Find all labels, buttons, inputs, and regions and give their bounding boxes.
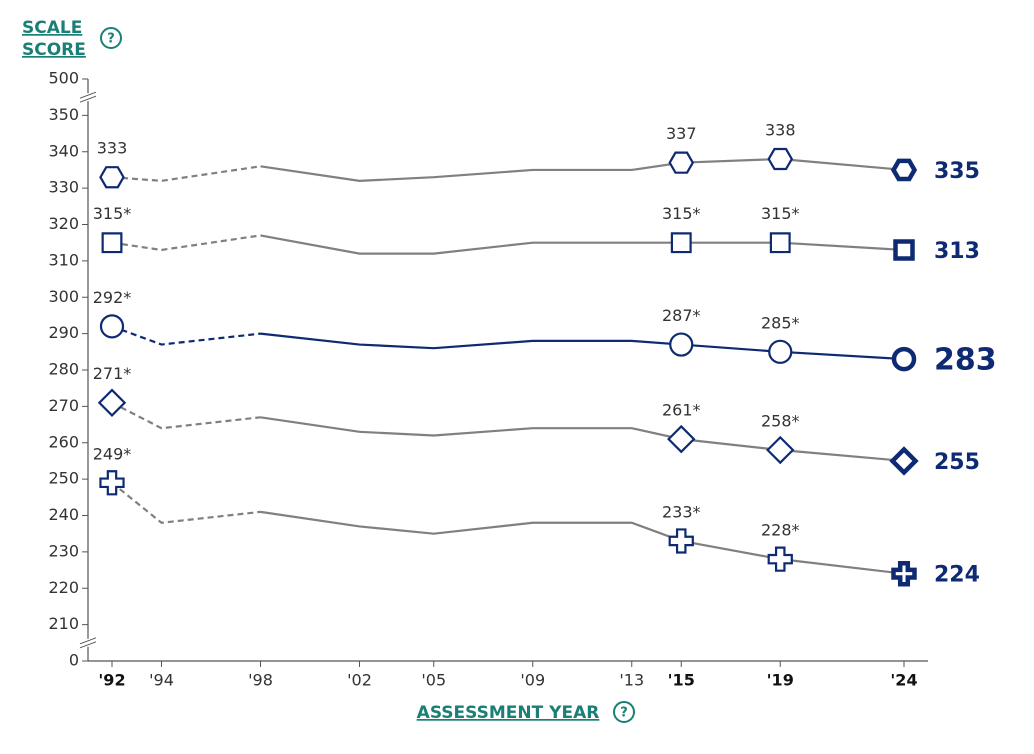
x-tick-label: '92	[98, 671, 125, 690]
marker	[670, 232, 692, 254]
axis-break	[79, 95, 97, 103]
value-label: 228*	[761, 521, 800, 540]
line	[260, 157, 905, 182]
value-label: 285*	[761, 313, 800, 332]
value-label: 287*	[662, 306, 701, 325]
marker	[891, 346, 917, 372]
series: 333 337 338 335	[97, 121, 980, 189]
marker	[97, 388, 127, 417]
series: 249* 233* 228* 224	[93, 444, 980, 587]
y-tick-label: 280	[48, 360, 79, 379]
x-tick-label: '15	[668, 671, 695, 690]
marker	[101, 232, 123, 254]
marker	[668, 528, 694, 554]
x-tick-label: '24	[890, 671, 917, 690]
marker	[767, 147, 794, 171]
value-label: 313	[934, 239, 980, 264]
value-label: 292*	[93, 288, 132, 307]
value-label: 261*	[662, 401, 701, 420]
x-tick-label: '05	[421, 671, 446, 690]
y-tick-label: 270	[48, 396, 79, 415]
marker	[890, 158, 918, 182]
axis-break	[82, 638, 94, 647]
value-label: 335	[934, 159, 980, 184]
axis-break	[79, 91, 97, 99]
marker	[99, 470, 125, 496]
marker	[891, 560, 917, 587]
y-tick-label: 330	[48, 178, 79, 197]
x-tick-label: '94	[149, 671, 174, 690]
y-tick-label: 320	[48, 214, 79, 233]
value-label: 315*	[93, 204, 132, 223]
y-tick-label: 340	[48, 141, 79, 160]
value-label: 255	[934, 450, 980, 475]
series: 271* 261* 258* 255	[93, 364, 980, 476]
line	[111, 325, 261, 346]
y-tick-label: 500	[48, 69, 79, 88]
marker	[769, 232, 791, 254]
line	[260, 234, 905, 255]
value-label: 283	[934, 343, 997, 378]
value-label: 333	[97, 139, 128, 158]
x-tick-label: '13	[619, 671, 644, 690]
line	[111, 401, 261, 430]
axis-break	[79, 641, 97, 649]
help-icon[interactable]: ?	[100, 27, 122, 49]
x-tick-label: '02	[347, 671, 372, 690]
x-axis-title: ASSESSMENT YEAR	[417, 703, 600, 723]
value-label: 338	[765, 121, 796, 140]
x-tick-label: '09	[520, 671, 545, 690]
marker	[893, 239, 915, 261]
marker	[99, 166, 125, 189]
x-tick-label: '19	[767, 671, 794, 690]
value-label: 315*	[761, 204, 800, 223]
x-tick-label: '98	[248, 671, 273, 690]
series: 292* 287* 285* 283	[93, 288, 997, 378]
y-tick-label: 350	[48, 105, 79, 124]
marker	[99, 314, 125, 339]
axis-break	[82, 93, 94, 102]
line	[111, 165, 261, 182]
line	[260, 416, 905, 463]
marker	[667, 424, 696, 454]
svg-text:?: ?	[107, 32, 115, 47]
value-label: 315*	[662, 204, 701, 223]
line	[260, 332, 905, 361]
marker	[767, 546, 793, 572]
svg-text:?: ?	[620, 706, 628, 721]
marker	[669, 332, 694, 357]
y-axis-title: SCALE	[22, 18, 82, 38]
value-label: 337	[666, 124, 697, 143]
value-label: 258*	[761, 412, 800, 431]
series: 315* 315* 315* 313	[93, 204, 980, 264]
y-axis-title: SCORE	[22, 40, 86, 60]
y-tick-label: 290	[48, 323, 79, 342]
marker	[668, 151, 695, 174]
value-label: 224	[934, 563, 980, 588]
y-tick-label: 300	[48, 287, 79, 306]
marker	[768, 339, 793, 364]
line	[111, 481, 261, 524]
value-label: 249*	[93, 444, 132, 463]
value-label: 271*	[93, 364, 132, 383]
y-tick-label: 310	[48, 250, 79, 269]
line	[111, 234, 261, 252]
axis-break	[79, 637, 97, 645]
line	[260, 510, 905, 575]
y-tick-label: 250	[48, 469, 79, 488]
y-tick-label: 220	[48, 578, 79, 597]
marker	[889, 446, 919, 476]
y-tick-label: 210	[48, 614, 79, 633]
y-tick-label: 260	[48, 432, 79, 451]
help-icon[interactable]: ?	[613, 701, 635, 723]
value-label: 233*	[662, 502, 701, 521]
y-tick-label: 230	[48, 541, 79, 560]
y-tick-label: 240	[48, 505, 79, 524]
marker	[766, 435, 795, 465]
y-tick-label: 0	[69, 651, 79, 670]
